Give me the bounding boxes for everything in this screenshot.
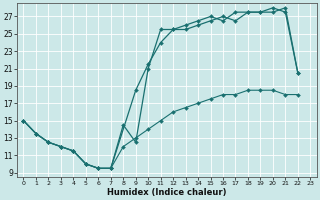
X-axis label: Humidex (Indice chaleur): Humidex (Indice chaleur) <box>107 188 227 197</box>
